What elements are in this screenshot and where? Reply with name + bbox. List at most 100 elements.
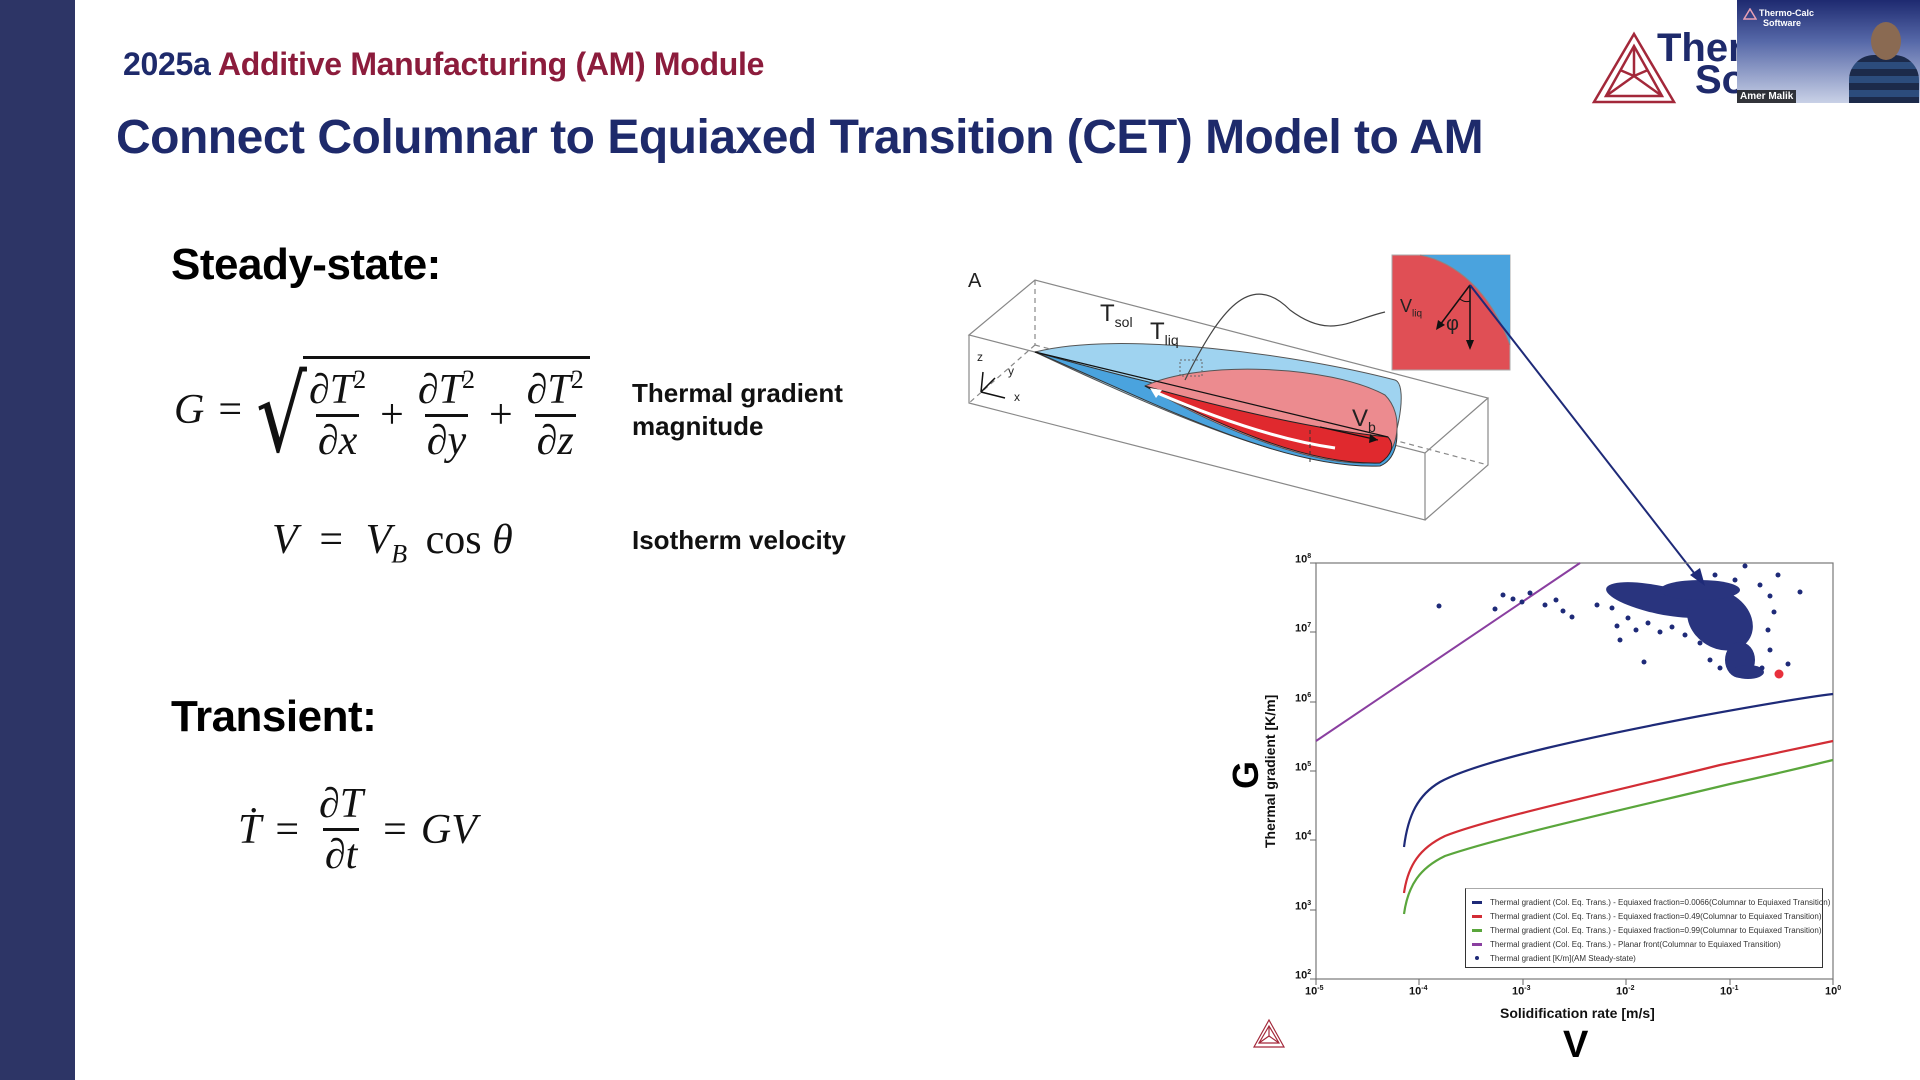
slide-title: Connect Columnar to Equiaxed Transition …: [116, 111, 1484, 164]
legend-item: Thermal gradient (Col. Eq. Trans.) - Equ…: [1472, 909, 1822, 923]
label-line1: Thermal gradient: [632, 378, 843, 408]
inset-v-subscript: liq: [1412, 308, 1423, 320]
t-liq-subscript: liq: [1164, 331, 1179, 348]
x-tick: 10-2: [1616, 985, 1635, 998]
eq-GV: GV: [420, 806, 477, 853]
x-tick: 10-5: [1305, 985, 1324, 998]
cooling-rate-equation: Ṫ = ∂T ∂t = GV: [238, 780, 477, 879]
fraction-denominator: ∂t: [322, 828, 360, 879]
axis-z-label: z: [977, 350, 983, 364]
y-tick: 102: [1295, 969, 1312, 982]
scatter-points: [1436, 572, 1803, 667]
sqrt-icon: √: [256, 354, 308, 476]
t-sol-subscript: sol: [1114, 313, 1133, 330]
fraction-dx: ∂T2 ∂x: [307, 365, 368, 465]
y-tick: 107: [1295, 622, 1312, 635]
module-subtitle: 2025a Additive Manufacturing (AM) Module: [123, 46, 764, 83]
eq-cos: cos: [425, 517, 482, 563]
vb-V: V: [1352, 405, 1369, 432]
x-tick: 10-3: [1512, 985, 1531, 998]
sqrt-radicand: ∂T2 ∂x + ∂T2 ∂y + ∂T2 ∂z: [303, 355, 590, 465]
legend-label: Thermal gradient (Col. Eq. Trans.) - Pla…: [1490, 939, 1781, 949]
isotherm-velocity-equation: V = VB cos θ: [272, 516, 513, 569]
small-logo-bottom: [1252, 1018, 1286, 1048]
x-tick: 100: [1825, 985, 1842, 998]
x-tick: 10-1: [1720, 985, 1739, 998]
legend-swatch-icon: [1472, 928, 1482, 932]
t-liq-T: T: [1150, 318, 1165, 345]
webcam-brand-line2: Software: [1763, 18, 1802, 28]
fraction-dy: ∂T2 ∂y: [416, 365, 477, 465]
legend-item: Thermal gradient [K/m](AM Steady-state): [1472, 951, 1816, 965]
eq-equals: =: [218, 387, 243, 433]
g-axis-big-label: G: [1225, 760, 1267, 790]
participant-name: Amer Malik: [1737, 90, 1797, 103]
legend-label: Thermal gradient [K/m](AM Steady-state): [1490, 953, 1636, 963]
fraction-denominator: ∂x: [315, 413, 360, 465]
label-line2: magnitude: [632, 411, 764, 441]
y-tick: 105: [1295, 761, 1312, 774]
fraction-numerator: ∂T: [417, 366, 462, 413]
y-tick: 108: [1295, 553, 1312, 566]
highlight-point: [1774, 669, 1784, 679]
legend-label: Thermal gradient (Col. Eq. Trans.) - Equ…: [1490, 925, 1822, 935]
cet-curve-red: [1402, 739, 1834, 894]
chart-ylabel: Thermal gradient [K/m]: [1262, 694, 1278, 848]
inset-vliq-label: Vliq: [1400, 296, 1422, 320]
subtitle-year: 2025a: [123, 46, 211, 82]
isotherm-velocity-label: Isotherm velocity: [632, 525, 846, 555]
eq-equals: =: [319, 517, 344, 563]
webcam-video-overlay[interactable]: Thermo-Calc Software Amer Malik: [1737, 0, 1920, 103]
y-tick: 103: [1295, 900, 1312, 913]
cet-curve-green: [1402, 758, 1834, 915]
thermal-gradient-equation: G = √ ∂T2 ∂x + ∂T2 ∂y + ∂T2 ∂z: [174, 340, 590, 480]
chart-legend: Thermal gradient (Col. Eq. Trans.) - Equ…: [1465, 888, 1830, 968]
thermo-calc-logo-icon: [1591, 31, 1677, 104]
cet-curve-blue: [1402, 692, 1834, 848]
subtitle-module: Additive Manufacturing (AM) Module: [210, 46, 765, 82]
webcam-brand: Thermo-Calc Software: [1759, 8, 1814, 28]
legend-swatch-icon: [1472, 914, 1482, 918]
legend-swatch-icon: [1472, 942, 1482, 946]
presenter-body: [1849, 55, 1919, 103]
y-tick: 106: [1295, 692, 1312, 705]
steady-state-heading: Steady-state:: [171, 240, 441, 289]
webcam-brand-line1: Thermo-Calc: [1759, 8, 1815, 18]
eq-theta: θ: [492, 517, 513, 563]
chart-xlabel: Solidification rate [m/s]: [1500, 1005, 1655, 1021]
transient-heading: Transient:: [171, 692, 377, 741]
eq-equals: =: [275, 806, 300, 853]
vb-label: Vb: [1352, 405, 1376, 435]
y-tick: 104: [1295, 830, 1312, 843]
t-liq-label: Tliq: [1150, 318, 1179, 348]
legend-label: Thermal gradient (Col. Eq. Trans.) - Equ…: [1490, 897, 1831, 907]
presenter-head: [1871, 22, 1901, 60]
logo-text-line1: Ther: [1657, 26, 1744, 70]
legend-item: Thermal gradient (Col. Eq. Trans.) - Equ…: [1472, 895, 1830, 909]
eq-lhs-G: G: [174, 387, 205, 433]
legend-item: Thermal gradient (Col. Eq. Trans.) - Pla…: [1472, 937, 1816, 951]
t-sol-label: Tsol: [1100, 300, 1133, 330]
eq-VB: V: [365, 517, 392, 563]
t-sol-T: T: [1100, 300, 1115, 327]
legend-label: Thermal gradient (Col. Eq. Trans.) - Equ…: [1490, 911, 1822, 921]
eq-VB-subscript: B: [391, 539, 408, 569]
legend-swatch-icon: [1472, 900, 1482, 904]
fraction-dT-dt: ∂T ∂t: [317, 780, 365, 879]
chart-axis-ticks: [1310, 562, 1834, 985]
planar-front-line: [1315, 562, 1581, 742]
inset-v: V: [1400, 296, 1413, 316]
inset-phi-label: φ: [1446, 313, 1459, 335]
fraction-dz: ∂T2 ∂z: [525, 365, 586, 465]
fraction-numerator: ∂T: [319, 781, 364, 827]
plus-sign: +: [488, 391, 513, 438]
vb-subscript: b: [1368, 418, 1376, 435]
legend-item: Thermal gradient (Col. Eq. Trans.) - Equ…: [1472, 923, 1822, 937]
fraction-denominator: ∂z: [534, 413, 576, 465]
fraction-numerator: ∂T: [309, 366, 354, 413]
eq-lhs-V: V: [272, 517, 297, 563]
plus-sign: +: [380, 391, 404, 438]
exponent: 2: [570, 364, 584, 394]
thermal-gradient-label: Thermal gradient magnitude: [632, 377, 843, 443]
